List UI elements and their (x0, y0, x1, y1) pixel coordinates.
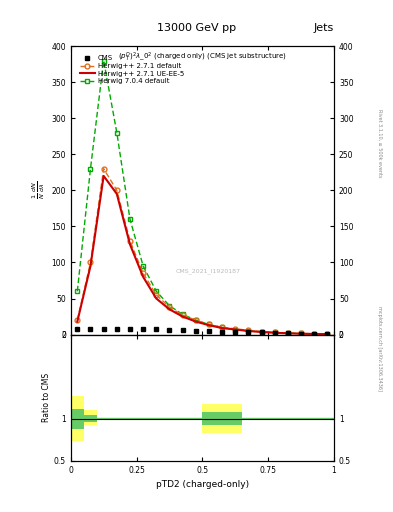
Text: mcplots.cern.ch [arXiv:1306.3436]: mcplots.cern.ch [arXiv:1306.3436] (377, 306, 382, 391)
Y-axis label: $\frac{1}{N}\,\frac{dN}{d\lambda}$: $\frac{1}{N}\,\frac{dN}{d\lambda}$ (31, 181, 47, 199)
Text: Jets: Jets (314, 23, 334, 33)
Text: 13000 GeV pp: 13000 GeV pp (157, 23, 236, 33)
Legend: CMS, Herwig++ 2.7.1 default, Herwig++ 2.7.1 UE-EE-5, Herwig 7.0.4 default: CMS, Herwig++ 2.7.1 default, Herwig++ 2.… (77, 52, 187, 87)
Text: CMS_2021_I1920187: CMS_2021_I1920187 (175, 268, 240, 274)
X-axis label: pTD2 (charged-only): pTD2 (charged-only) (156, 480, 249, 489)
Text: $(p_T^D)^2\lambda\_0^2$ (charged only) (CMS jet substructure): $(p_T^D)^2\lambda\_0^2$ (charged only) (… (118, 50, 287, 63)
Y-axis label: Ratio to CMS: Ratio to CMS (42, 373, 51, 422)
Text: Rivet 3.1.10, ≥ 500k events: Rivet 3.1.10, ≥ 500k events (377, 109, 382, 178)
